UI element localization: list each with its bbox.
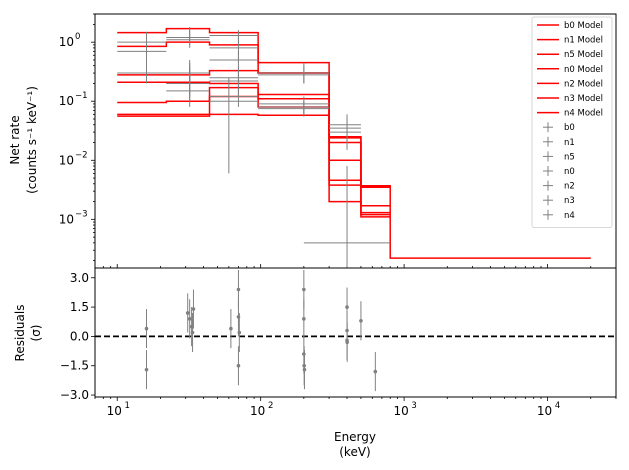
residual-point [373,369,378,374]
residual-y-tick-label: −3.0 [60,388,89,402]
y-tick-label: 10 [59,212,74,226]
axis-labels: Net rate (counts s⁻¹ keV⁻¹) Residuals (σ… [8,86,376,459]
legend-label: n0 [564,167,575,177]
x-tick-label: 10 [107,404,122,418]
residual-point [302,287,306,292]
x-tick-label: 10 [250,404,265,418]
legend-label: n4 [564,211,575,221]
residual-point [345,340,349,345]
residual-point [144,326,149,331]
model-line-n5-model [117,69,391,218]
residual-point [237,330,242,335]
residual-point [345,305,349,309]
top-ylabel-line1: Net rate [8,115,22,164]
residual-point [144,367,149,372]
residual-y-tick-label: 0.0 [70,329,89,343]
y-tick-exponent: −2 [75,150,88,160]
residual-point [236,287,241,292]
xlabel-line2: (keV) [339,445,370,459]
legend-label: n4 Model [564,109,603,119]
legend-label: n1 [564,138,575,148]
model-line-n4-model [117,113,391,216]
residual-point [229,326,233,331]
legend-label: b0 Model [564,21,603,31]
residual-point [190,330,195,335]
y-tick-label: 10 [59,35,74,49]
legend-label: n2 Model [564,79,603,89]
model-curves [117,27,591,259]
x-tick-exponent: 2 [268,401,273,411]
x-tick-exponent: 4 [555,401,560,411]
bottom-ylabel-line1: Residuals [13,305,27,362]
top-ylabel-line2: (counts s⁻¹ keV⁻¹) [25,86,39,194]
legend-label: n5 [564,152,575,162]
residual-point [302,367,307,372]
y-tick-exponent: −3 [75,209,88,219]
legend-box [531,16,613,228]
model-line-b0-model [117,27,591,259]
x-tick-label: 10 [537,404,552,418]
y-tick-exponent: 0 [75,32,80,42]
legend-label: n3 [564,196,575,206]
residual-y-tick-label: 3.0 [70,271,89,285]
y-tick-exponent: −1 [75,91,88,101]
bottom-panel-frame [94,267,617,398]
residual-point [359,318,363,323]
residual-panel-axes: 10 1 10 2 10 3 10 4−3.0−1.50.01.53.0 [60,267,617,418]
residual-point [191,307,196,311]
model-line-n1-model [117,41,391,214]
legend: b0 Model n1 Model n5 Model n0 Model n2 Model… [531,16,613,228]
x-tick-exponent: 1 [125,401,130,411]
residual-point [187,317,192,321]
residual-points [144,269,378,392]
data-points [117,27,391,268]
legend-label: n1 Model [564,36,603,46]
x-tick-exponent: 3 [411,401,416,411]
xlabel-line1: Energy [334,430,376,444]
residual-point [185,311,190,315]
legend-label: n3 Model [564,94,603,104]
residual-y-tick-label: −1.5 [60,359,89,373]
residual-point [302,317,306,321]
legend-label: n0 Model [564,65,603,75]
x-tick-label: 10 [393,404,408,418]
legend-label: n2 [564,182,575,192]
bottom-ylabel-line2: (σ) [29,325,43,342]
y-tick-label: 10 [59,153,74,167]
model-line-n3-model [117,86,391,187]
residual-y-tick-label: 1.5 [70,300,89,314]
legend-label: b0 [564,123,575,133]
legend-label: n5 Model [564,50,603,60]
y-tick-label: 10 [59,94,74,108]
residual-point [236,363,241,368]
